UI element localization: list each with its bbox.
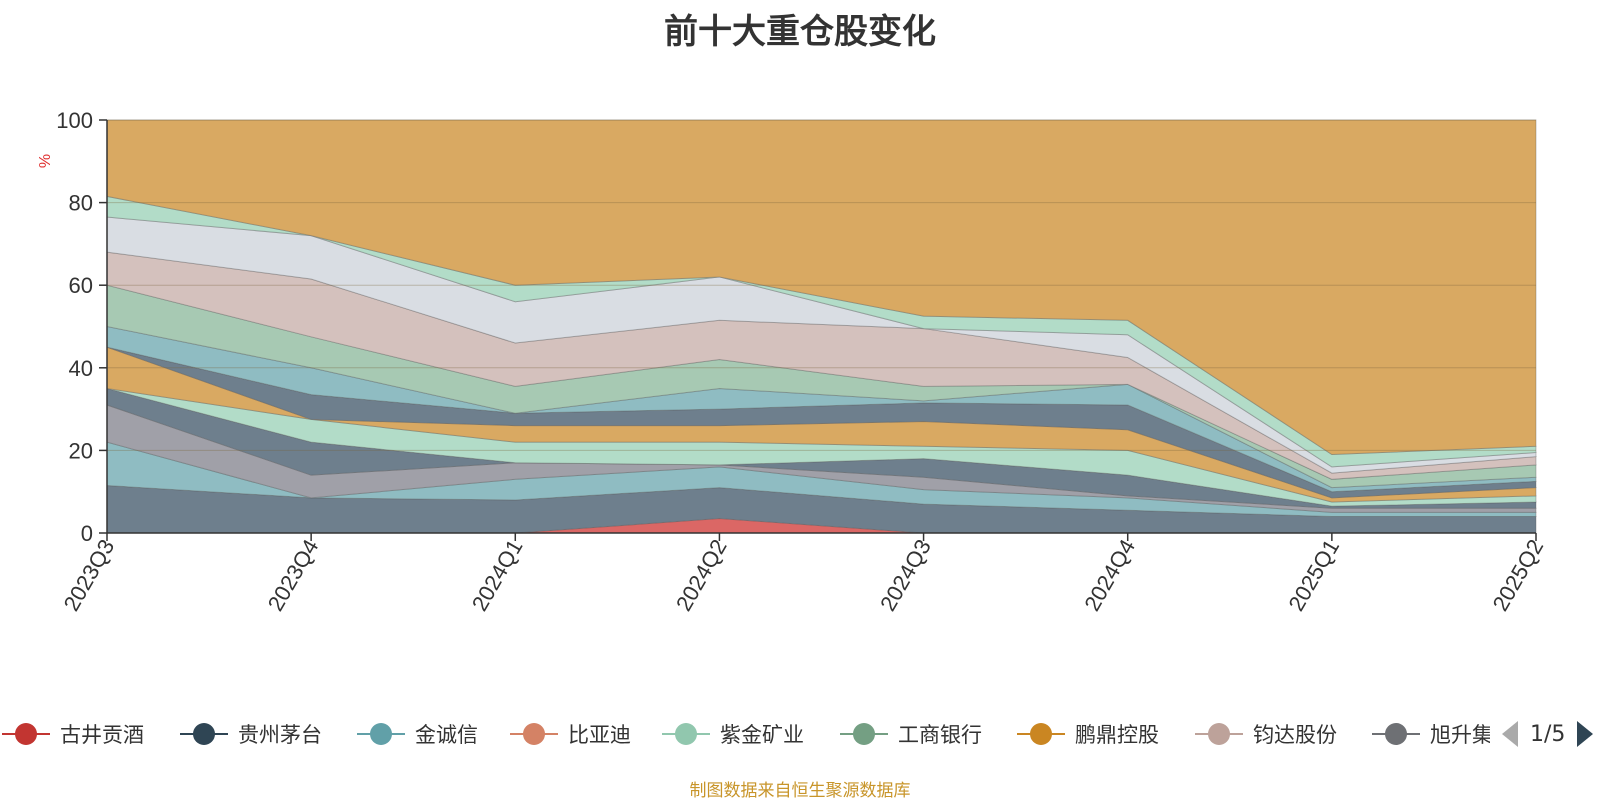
y-tick-label: 100 bbox=[56, 108, 93, 133]
legend-item[interactable]: 比亚迪 bbox=[508, 712, 631, 756]
legend: 古井贡酒 贵州茅台 金诚信 比亚迪 紫金矿业 工商银行 鹏鼎控股 钧达股份 旭升集团 1/5 bbox=[0, 712, 1600, 756]
x-tick-label: 2025Q2 bbox=[1488, 535, 1549, 615]
legend-marker-icon bbox=[357, 723, 405, 745]
legend-marker-icon bbox=[1372, 723, 1420, 745]
prev-page-icon[interactable] bbox=[1500, 719, 1520, 749]
x-tick-label: 2024Q2 bbox=[671, 535, 732, 615]
legend-label: 比亚迪 bbox=[568, 723, 631, 747]
legend-item[interactable]: 贵州茅台 bbox=[178, 712, 322, 756]
x-tick-label: 2023Q3 bbox=[59, 535, 120, 615]
legend-label: 旭升集团 bbox=[1430, 723, 1490, 747]
y-tick-label: 0 bbox=[81, 521, 93, 546]
legend-item[interactable]: 紫金矿业 bbox=[660, 712, 804, 756]
legend-item[interactable]: 钧达股份 bbox=[1193, 712, 1337, 756]
area-band-13 bbox=[106, 119, 1537, 456]
legend-label: 贵州茅台 bbox=[238, 723, 322, 747]
legend-item[interactable]: 金诚信 bbox=[355, 712, 478, 756]
x-tick-label: 2023Q4 bbox=[263, 535, 324, 615]
chart-title: 前十大重仓股变化 bbox=[664, 12, 936, 52]
legend-label: 钧达股份 bbox=[1253, 723, 1337, 747]
area-band-11 bbox=[106, 216, 1537, 474]
legend-item[interactable]: 旭升集团 bbox=[1370, 712, 1490, 756]
y-tick-label: 60 bbox=[69, 273, 93, 298]
x-tick-label: 2024Q1 bbox=[467, 535, 528, 615]
area-band-12 bbox=[106, 195, 1537, 468]
legend-label: 古井贡酒 bbox=[60, 723, 144, 747]
y-axis-unit-label: % bbox=[37, 154, 54, 168]
legend-label: 紫金矿业 bbox=[720, 723, 804, 747]
x-tick-label: 2024Q4 bbox=[1079, 535, 1140, 615]
y-tick-label: 40 bbox=[69, 356, 93, 381]
legend-marker-icon bbox=[840, 723, 888, 745]
legend-pager: 1/5 bbox=[1500, 712, 1595, 756]
legend-items: 古井贡酒 贵州茅台 金诚信 比亚迪 紫金矿业 工商银行 鹏鼎控股 钧达股份 旭升集团 bbox=[0, 712, 1490, 756]
legend-marker-icon bbox=[510, 723, 558, 745]
legend-marker-icon bbox=[662, 723, 710, 745]
area-bands bbox=[106, 119, 1537, 534]
legend-label: 金诚信 bbox=[415, 723, 478, 747]
legend-marker-icon bbox=[1017, 723, 1065, 745]
area-band-10 bbox=[106, 251, 1537, 480]
gridlines bbox=[107, 119, 1536, 451]
x-tick-label: 2025Q1 bbox=[1283, 535, 1344, 615]
next-page-icon[interactable] bbox=[1575, 719, 1595, 749]
area-band-7 bbox=[106, 346, 1537, 499]
legend-label: 鹏鼎控股 bbox=[1075, 723, 1159, 747]
legend-item[interactable]: 古井贡酒 bbox=[0, 712, 144, 756]
legend-item[interactable]: 工商银行 bbox=[838, 712, 982, 756]
legend-item[interactable]: 鹏鼎控股 bbox=[1015, 712, 1159, 756]
area-band-9 bbox=[106, 284, 1537, 489]
legend-marker-icon bbox=[180, 723, 228, 745]
legend-label: 工商银行 bbox=[898, 723, 982, 747]
legend-marker-icon bbox=[2, 723, 50, 745]
y-tick-label: 20 bbox=[69, 438, 93, 463]
y-tick-label: 80 bbox=[69, 191, 93, 216]
area-band-8 bbox=[106, 325, 1537, 493]
legend-marker-icon bbox=[1195, 723, 1243, 745]
legend-page-indicator: 1/5 bbox=[1530, 721, 1566, 747]
area-band-2 bbox=[106, 441, 1537, 517]
x-tick-label: 2024Q3 bbox=[875, 535, 936, 615]
axes bbox=[106, 120, 1536, 534]
source-note: 制图数据来自恒生聚源数据库 bbox=[689, 781, 911, 801]
